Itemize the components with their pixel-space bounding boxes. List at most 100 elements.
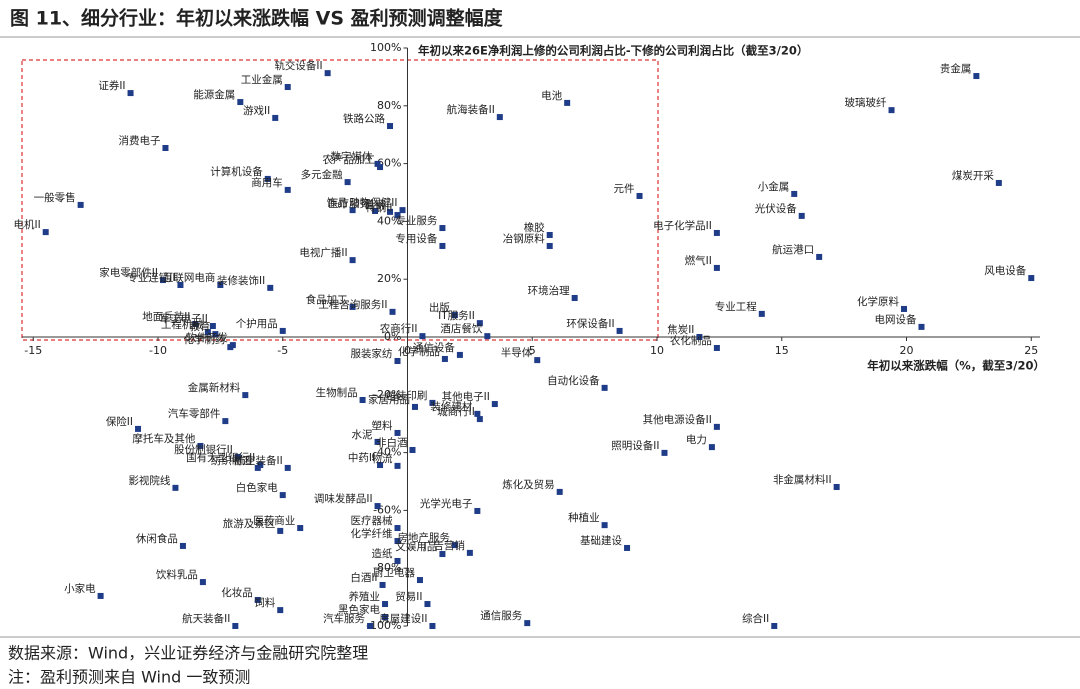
point bbox=[387, 123, 394, 130]
point bbox=[394, 212, 401, 219]
point-label: 工业金属 bbox=[241, 73, 283, 86]
x-tick-label: 10 bbox=[650, 344, 664, 357]
point bbox=[451, 542, 458, 549]
point bbox=[476, 416, 483, 423]
point bbox=[127, 90, 134, 97]
point-label: 造纸 bbox=[372, 547, 393, 560]
point bbox=[791, 190, 798, 197]
point-label: 中药II bbox=[348, 451, 375, 464]
point-label: 农商行II bbox=[380, 322, 418, 335]
point-label: 小家电 bbox=[64, 582, 96, 595]
point bbox=[571, 294, 578, 301]
x-tick-label: -15 bbox=[24, 344, 42, 357]
point bbox=[833, 483, 840, 490]
point bbox=[267, 284, 274, 291]
point-label: 厨卫电器 bbox=[373, 566, 415, 579]
point-label: 其他电子II bbox=[442, 390, 490, 403]
point-label: 环境治理 bbox=[528, 284, 570, 297]
point-label: 计算机设备 bbox=[210, 165, 263, 178]
point-label: 医疗器械 bbox=[351, 514, 393, 527]
point bbox=[474, 507, 481, 514]
point bbox=[209, 323, 216, 330]
point bbox=[466, 549, 473, 556]
point-label: 煤炭开采 bbox=[952, 169, 994, 182]
point bbox=[416, 577, 423, 584]
x-tick-label: -10 bbox=[149, 344, 167, 357]
point-label: 专用设备 bbox=[395, 232, 437, 245]
point-label: 基础建设 bbox=[580, 534, 622, 547]
point-label: 军工电子II bbox=[160, 312, 208, 325]
point-label: 通信设备 bbox=[413, 341, 455, 354]
point bbox=[758, 310, 765, 317]
point-label: 汽车服务 bbox=[323, 612, 365, 625]
point-label: 旅游及景区 bbox=[223, 517, 276, 530]
point-label: 水泥 bbox=[352, 428, 373, 441]
point bbox=[377, 462, 384, 469]
point-label: 装修装饰II bbox=[217, 274, 265, 287]
point bbox=[204, 329, 211, 336]
point bbox=[232, 623, 239, 629]
point-label: 广告营销 bbox=[423, 539, 465, 552]
point bbox=[349, 207, 356, 214]
point-label: 航空装备II bbox=[235, 454, 283, 467]
point-label: 专业工程 bbox=[715, 300, 757, 313]
point-label: 房屋建设II bbox=[379, 612, 427, 625]
point bbox=[476, 320, 483, 327]
y-tick-label: -40% bbox=[373, 446, 401, 459]
x-tick-label: 15 bbox=[775, 344, 789, 357]
point bbox=[177, 281, 184, 288]
point-label: 化妆品 bbox=[221, 586, 253, 599]
point-label: 一般零售 bbox=[34, 191, 76, 204]
point-label: 航海装备II bbox=[447, 103, 495, 116]
point bbox=[394, 357, 401, 364]
point-label: 白酒II bbox=[350, 571, 377, 584]
point bbox=[254, 464, 261, 471]
point-label: 股份制银行II bbox=[174, 443, 233, 456]
point-label: 饲料 bbox=[254, 596, 275, 609]
point-label: 贸易II bbox=[395, 591, 422, 603]
point bbox=[389, 308, 396, 315]
point bbox=[387, 208, 394, 215]
point-label: 休闲食品 bbox=[136, 532, 178, 545]
point bbox=[441, 355, 448, 362]
point bbox=[284, 186, 291, 193]
source-note: 数据来源：Wind，兴业证券经济与金融研究院整理 bbox=[8, 644, 368, 663]
point-label: 工程咨询服务II bbox=[318, 298, 387, 311]
point bbox=[564, 99, 571, 106]
point-label: 互联网电商 bbox=[163, 271, 216, 284]
point-label: 小金属 bbox=[758, 180, 790, 193]
point-label: 化学制药 bbox=[183, 333, 225, 346]
point-label: 影视院线 bbox=[128, 474, 170, 487]
x-axis-title: 年初以来涨跌幅（%，截至3/20） bbox=[867, 359, 1045, 373]
point bbox=[394, 525, 401, 532]
point bbox=[237, 99, 244, 106]
point bbox=[474, 410, 481, 417]
point-label: 服装家纺 bbox=[351, 347, 393, 360]
point-label: 炼化及贸易 bbox=[502, 478, 555, 491]
point bbox=[374, 503, 381, 510]
point bbox=[277, 607, 284, 614]
x-tick-label: 5 bbox=[529, 344, 536, 357]
point bbox=[135, 425, 142, 432]
point bbox=[491, 401, 498, 408]
y-axis-title: 年初以来26E净利润上修的公司利润占比-下修的公司利润占比（截至3/20） bbox=[418, 44, 808, 58]
point bbox=[394, 538, 401, 545]
point-label: 地面兵装II bbox=[142, 310, 190, 323]
point bbox=[429, 399, 436, 406]
point-label: 个护用品 bbox=[236, 317, 278, 330]
point bbox=[708, 444, 715, 451]
point bbox=[888, 107, 895, 114]
point-label: 金属新材料 bbox=[188, 381, 241, 394]
x-tick-label: 20 bbox=[900, 344, 914, 357]
point bbox=[798, 212, 805, 219]
point-label: 商用车 bbox=[251, 176, 283, 189]
point bbox=[197, 442, 204, 449]
point bbox=[394, 429, 401, 436]
point bbox=[179, 542, 186, 549]
point-label: 医药商业 bbox=[253, 514, 295, 527]
point-label: 电力 bbox=[686, 433, 707, 446]
point bbox=[382, 601, 389, 608]
point-label: 动物保健II bbox=[349, 196, 397, 209]
point bbox=[973, 73, 980, 80]
